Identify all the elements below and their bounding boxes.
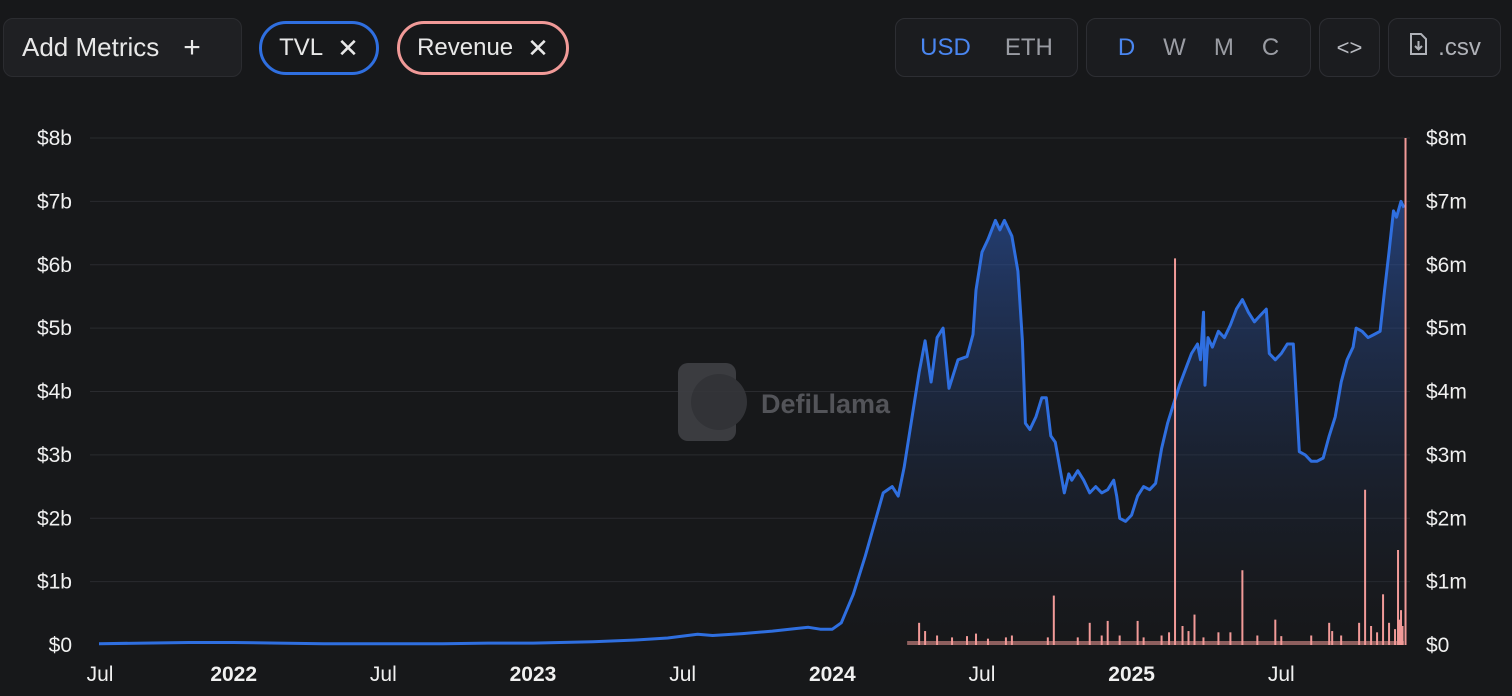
y-axis-right: $0 $1m $2m $3m $4m $5m $6m $7m $8m [1426,127,1467,657]
tvl-area [99,201,1404,645]
interval-toggle: D W M C [1086,18,1311,77]
y-right-tick-label: $5m [1426,317,1467,340]
x-tick-label: 2024 [809,663,856,686]
close-icon[interactable]: ✕ [527,33,549,63]
download-file-icon [1408,33,1428,62]
plus-icon: + [183,30,201,64]
defillama-watermark: DefiLlama [678,363,891,441]
y-right-tick-label: $2m [1426,507,1467,530]
revenue-baseline [907,641,1405,645]
y-left-tick-label: $0 [49,634,72,657]
csv-label: .csv [1438,33,1481,61]
interval-option-weekly[interactable]: W [1163,33,1186,61]
y-right-tick-label: $3m [1426,444,1467,467]
y-right-tick-label: $1m [1426,571,1467,594]
y-left-tick-label: $7b [37,190,72,213]
x-axis: Jul 2022 Jul 2023 Jul 2024 Jul 2025 Jul [87,663,1295,686]
currency-option-usd[interactable]: USD [920,33,971,61]
csv-download-button[interactable]: .csv [1388,18,1501,77]
revenue-pill-label: Revenue [417,34,514,61]
y-left-tick-label: $2b [37,507,72,530]
interval-option-daily[interactable]: D [1117,33,1136,61]
y-axis-left: $0 $1b $2b $3b $4b $5b $6b $7b $8b [37,127,72,657]
embed-code-icon: <> [1336,34,1363,60]
x-tick-label: 2022 [210,663,257,686]
tvl-pill-label: TVL [279,34,324,61]
close-icon[interactable]: ✕ [337,33,359,63]
y-left-tick-label: $6b [37,254,72,277]
y-right-tick-label: $4m [1426,381,1467,404]
embed-button[interactable]: <> [1319,18,1380,77]
add-metrics-button[interactable]: Add Metrics + [3,18,242,77]
y-left-tick-label: $8b [37,127,72,150]
revenue-metric-pill[interactable]: Revenue ✕ [397,21,569,75]
tvl-metric-pill[interactable]: TVL ✕ [259,21,379,75]
y-left-tick-label: $4b [37,381,72,404]
y-left-tick-label: $3b [37,444,72,467]
x-tick-label: 2023 [510,663,557,686]
tvl-line [98,199,1406,646]
x-tick-label: Jul [969,663,996,686]
interval-option-monthly[interactable]: M [1213,33,1234,61]
tvl-series [98,199,1406,646]
y-right-tick-label: $7m [1426,190,1467,213]
x-tick-label: 2025 [1108,663,1155,686]
y-right-tick-label: $0 [1426,634,1449,657]
y-left-tick-label: $5b [37,317,72,340]
y-right-tick-label: $8m [1426,127,1467,150]
y-left-tick-label: $1b [37,571,72,594]
currency-option-eth[interactable]: ETH [1004,33,1053,61]
x-tick-label: Jul [370,663,397,686]
revenue-series [907,138,1407,645]
currency-toggle: USD ETH [895,18,1078,77]
chart-toolbar: Add Metrics + TVL ✕ Revenue ✕ USD ETH D … [0,0,1512,96]
x-tick-label: Jul [87,663,114,686]
y-right-tick-label: $6m [1426,254,1467,277]
add-metrics-label: Add Metrics [22,32,160,62]
watermark-text: DefiLlama [761,389,891,419]
x-tick-label: Jul [1268,663,1295,686]
interval-option-cumulative[interactable]: C [1261,33,1280,61]
x-tick-label: Jul [669,663,696,686]
